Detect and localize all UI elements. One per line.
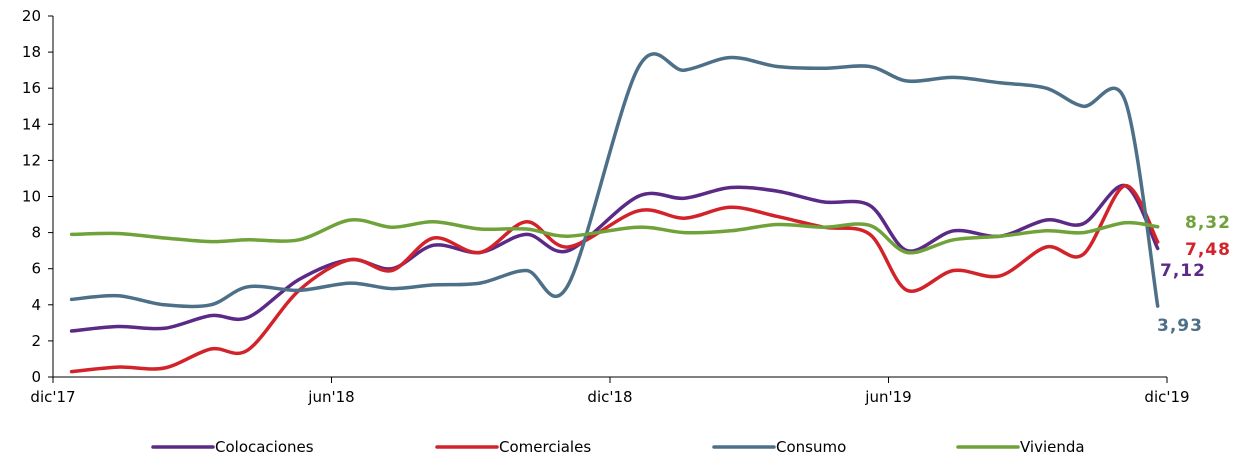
x-tick-label: dic'18 bbox=[587, 388, 632, 406]
legend-label-vivienda: Vivienda bbox=[1020, 438, 1085, 456]
end-labels: 7,127,48 3,93 8,32 bbox=[1157, 213, 1231, 336]
y-tick-label: 20 bbox=[22, 7, 41, 25]
y-tick-label: 14 bbox=[22, 115, 41, 133]
y-tick-label: 0 bbox=[31, 368, 41, 386]
series-line-vivienda bbox=[69, 217, 1160, 255]
series-line-consumo bbox=[69, 52, 1160, 309]
y-tick-label: 12 bbox=[22, 151, 41, 169]
end-label-comerciales: 7,48 bbox=[1185, 240, 1231, 260]
legend: Colocaciones Comerciales Consumo Vivienda bbox=[151, 438, 1085, 456]
legend-label-colocaciones: Colocaciones bbox=[215, 438, 314, 456]
y-tick-label: 2 bbox=[31, 332, 41, 350]
x-tick-label: dic'17 bbox=[30, 388, 75, 406]
y-axis: 0 2 4 6 8 10 12 14 16 18 20 bbox=[22, 7, 54, 386]
legend-label-comerciales: Comerciales bbox=[499, 438, 591, 456]
y-tick-label: 8 bbox=[31, 224, 41, 242]
y-tick-label: 10 bbox=[22, 188, 41, 206]
series-lines bbox=[69, 52, 1160, 374]
x-tick-label: jun'18 bbox=[307, 388, 354, 406]
y-tick-label: 4 bbox=[31, 296, 41, 314]
y-tick-label: 6 bbox=[31, 260, 41, 278]
y-tick-label: 16 bbox=[22, 79, 41, 97]
x-tick-label: jun'19 bbox=[864, 388, 911, 406]
end-label-consumo: 3,93 bbox=[1157, 316, 1203, 336]
series-line-colocaciones bbox=[69, 183, 1160, 333]
end-label-vivienda: 8,32 bbox=[1185, 213, 1231, 233]
y-tick-label: 18 bbox=[22, 43, 41, 61]
end-label-colocaciones: 7,12 bbox=[1160, 261, 1206, 281]
x-axis: dic'17 jun'18 dic'18 jun'19 dic'19 bbox=[30, 376, 1190, 406]
series-line-comerciales bbox=[69, 183, 1160, 374]
legend-label-consumo: Consumo bbox=[776, 438, 846, 456]
x-tick-label: dic'19 bbox=[1144, 388, 1189, 406]
